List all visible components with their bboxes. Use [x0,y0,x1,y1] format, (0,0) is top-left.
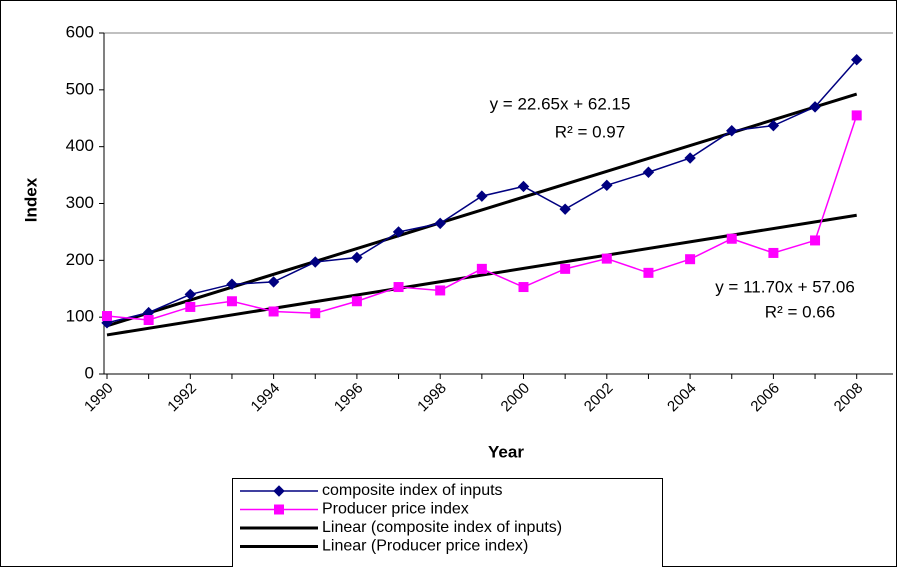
y-axis-title: Index [21,177,40,222]
data-point [601,179,613,192]
data-point [684,152,696,164]
data-point [809,101,821,113]
legend-box [232,478,663,567]
legend-marker [274,504,284,515]
data-point [226,278,238,290]
data-point [476,263,487,274]
data-point [226,296,237,307]
data-point [351,296,362,307]
data-point [768,247,779,258]
legend-label: Producer price index [322,501,469,518]
data-point [309,256,321,268]
trendline-r2: R² = 0.97 [555,122,625,141]
data-point [643,267,654,278]
data-point [850,54,863,66]
y-tick-label: 200 [66,250,94,269]
data-point [393,282,404,293]
data-point [476,190,488,202]
legend-marker [273,485,285,497]
y-tick-label: 300 [66,193,94,212]
y-tick-label: 500 [66,79,94,98]
data-point [435,285,446,296]
y-tick-label: 400 [66,136,94,155]
data-point [851,110,862,121]
data-point [767,119,780,132]
data-point [685,254,696,265]
y-tick-label: 100 [66,307,94,326]
legend-label: composite index of inputs [322,482,503,499]
trendline-equation: y = 11.70x + 57.06 [715,277,855,296]
legend-label: Linear (composite index of inputs) [322,519,562,536]
trendline-equation: y = 22.65x + 62.15 [490,94,631,113]
trendline-r2: R² = 0.66 [765,302,835,321]
data-point [351,251,363,264]
data-point [392,226,405,238]
y-tick-label: 0 [85,363,94,382]
data-point [518,282,529,293]
data-point [810,235,821,246]
data-point [184,288,197,301]
y-tick-label: 600 [66,22,94,41]
data-point [726,233,737,244]
x-axis-title: Year [488,442,524,461]
data-point [143,315,154,326]
data-point [185,301,196,312]
data-point [267,276,280,288]
data-point [601,253,612,264]
data-point [517,180,530,193]
legend-label: Linear (Producer price index) [322,538,528,555]
data-point [310,308,321,319]
data-point [434,217,446,230]
data-point [559,203,571,215]
data-point [102,311,112,322]
data-point [642,166,655,178]
data-point [560,263,571,274]
data-point [726,125,738,137]
data-point [268,306,279,317]
